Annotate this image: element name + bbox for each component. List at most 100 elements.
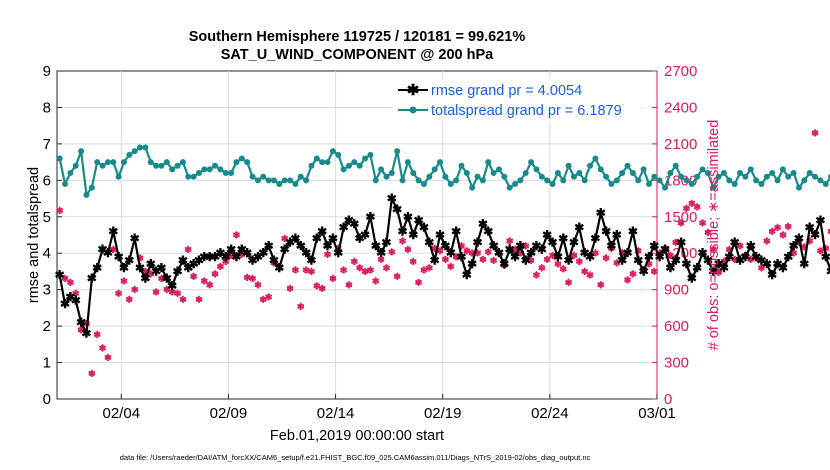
obs-assimilated-point: ✱ xyxy=(238,250,246,261)
totalspread-point xyxy=(822,180,829,187)
right-tick-label: 2400 xyxy=(664,99,697,116)
obs-assimilated-point: ✱ xyxy=(554,260,562,271)
totalspread-point xyxy=(206,166,213,173)
y-axis-label-right: # of obs: o=possible; ∗=assimilated xyxy=(706,120,722,351)
rmse-point: ✱ xyxy=(596,206,606,220)
totalspread-point xyxy=(281,177,288,184)
obs-possible-point xyxy=(554,261,561,268)
totalspread-point xyxy=(710,184,717,191)
rmse-point: ✱ xyxy=(339,221,349,235)
obs-assimilated-point: ✱ xyxy=(468,249,476,260)
rmse-point: ✱ xyxy=(478,217,488,231)
rmse-point: ✱ xyxy=(676,235,686,249)
obs-assimilated-point: ✱ xyxy=(163,285,171,296)
rmse-point: ✱ xyxy=(746,239,756,253)
rmse-point: ✱ xyxy=(698,246,708,260)
obs-possible-point xyxy=(169,289,176,296)
rmse-point: ✱ xyxy=(365,210,375,224)
totalspread-point xyxy=(533,166,540,173)
totalspread-point xyxy=(506,184,513,191)
obs-possible-point xyxy=(415,279,422,286)
obs-possible-point xyxy=(544,256,551,263)
obs-possible-point xyxy=(340,267,347,274)
obs-possible-point xyxy=(319,285,326,292)
obs-assimilated-point: ✱ xyxy=(564,278,572,289)
totalspread-point xyxy=(645,180,652,187)
x-tick-label: 02/14 xyxy=(317,405,355,422)
totalspread-point xyxy=(544,177,551,184)
rmse-point: ✱ xyxy=(446,246,456,260)
obs-assimilated-point: ✱ xyxy=(55,206,63,217)
totalspread-point xyxy=(715,173,722,180)
rmse-point: ✱ xyxy=(317,224,327,238)
totalspread-point xyxy=(244,159,251,166)
obs-possible-point xyxy=(613,259,620,266)
totalspread-point xyxy=(437,159,444,166)
totalspread-point xyxy=(554,170,561,177)
rmse-point: ✱ xyxy=(639,264,649,278)
right-tick-label: 0 xyxy=(664,391,672,408)
rmse-point: ✱ xyxy=(156,261,166,275)
rmse-point: ✱ xyxy=(526,246,536,260)
obs-assimilated-point: ✱ xyxy=(350,257,358,268)
obs-assimilated-point: ✱ xyxy=(441,255,449,266)
obs-assimilated-point: ✱ xyxy=(645,260,653,271)
rmse-point: ✱ xyxy=(794,232,804,246)
totalspread-point xyxy=(265,177,272,184)
totalspread-point xyxy=(635,177,642,184)
rmse-point: ✱ xyxy=(98,243,108,257)
obs-possible-point xyxy=(672,239,679,246)
obs-possible-point xyxy=(313,283,320,290)
obs-assimilated-point: ✱ xyxy=(720,257,728,268)
totalspread-point xyxy=(565,162,572,169)
totalspread-point xyxy=(678,173,685,180)
rmse-point: ✱ xyxy=(708,264,718,278)
totalspread-point xyxy=(694,173,701,180)
obs-possible-point xyxy=(576,258,583,265)
totalspread-point xyxy=(222,170,229,177)
totalspread-point xyxy=(110,159,117,166)
rmse-point: ✱ xyxy=(751,250,761,264)
obs-assimilated-point: ✱ xyxy=(88,369,96,380)
rmse-point: ✱ xyxy=(590,232,600,246)
totalspread-point xyxy=(185,173,192,180)
totalspread-point xyxy=(469,184,476,191)
rmse-point: ✱ xyxy=(537,243,547,257)
totalspread-point xyxy=(442,173,449,180)
obs-possible-point xyxy=(828,228,830,235)
obs-possible-point xyxy=(742,252,749,259)
obs-assimilated-point: ✱ xyxy=(575,257,583,268)
totalspread-point xyxy=(608,180,615,187)
right-axis: 0 300 600 900 1200 1500 1800 2100 2400 2700 xyxy=(652,63,697,408)
totalspread-point xyxy=(83,191,90,198)
obs-possible-point xyxy=(249,275,256,282)
totalspread-point xyxy=(88,184,95,191)
right-tick-label: 900 xyxy=(664,282,689,299)
totalspread-point xyxy=(72,162,79,169)
obs-possible-point xyxy=(758,264,765,271)
obs-possible-point xyxy=(265,293,272,300)
obs-assimilated-point: ✱ xyxy=(730,255,738,266)
totalspread-point xyxy=(308,162,315,169)
totalspread-point xyxy=(249,173,256,180)
obs-assimilated-point: ✱ xyxy=(570,251,578,262)
totalspread-point xyxy=(795,184,802,191)
totalspread-point xyxy=(549,180,556,187)
obs-possible-point xyxy=(747,256,754,263)
rmse-point: ✱ xyxy=(735,254,745,268)
rmse-point: ✱ xyxy=(392,202,402,216)
obs-assimilated-point: ✱ xyxy=(784,222,792,233)
totalspread-point xyxy=(474,173,481,180)
obs-assimilated-point: ✱ xyxy=(747,255,755,266)
obs-possible-point xyxy=(769,228,776,235)
left-tick-label: 0 xyxy=(43,391,51,408)
obs-assimilated-point: ✱ xyxy=(136,254,144,265)
right-tick-label: 2700 xyxy=(664,63,697,80)
x-tick-label: 02/24 xyxy=(531,405,569,422)
obs-assimilated-point: ✱ xyxy=(655,249,663,260)
obs-assimilated-point: ✱ xyxy=(452,252,460,263)
obs-assimilated-point: ✱ xyxy=(398,237,406,248)
rmse-point: ✱ xyxy=(371,239,381,253)
right-tick-label: 1500 xyxy=(664,209,697,226)
rmse-point: ✱ xyxy=(296,239,306,253)
